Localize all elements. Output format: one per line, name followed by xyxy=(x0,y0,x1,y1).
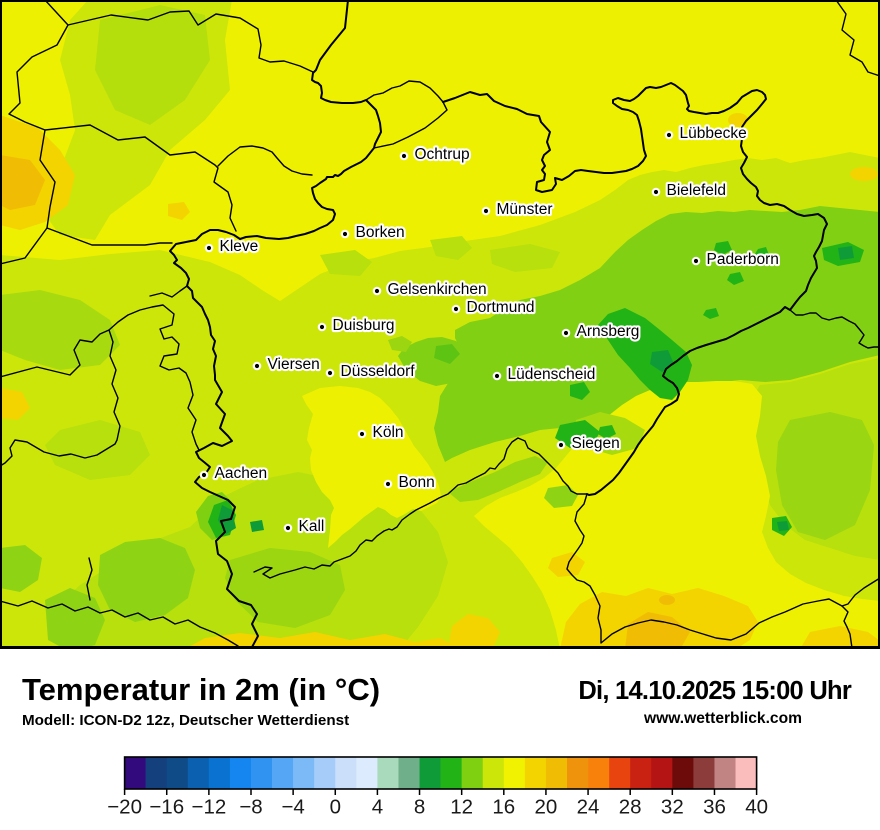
svg-text:−20: −20 xyxy=(107,796,142,819)
svg-text:36: 36 xyxy=(703,796,726,819)
svg-text:Kleve: Kleve xyxy=(220,238,259,255)
svg-text:Arnsberg: Arnsberg xyxy=(577,323,640,340)
svg-text:Duisburg: Duisburg xyxy=(333,317,395,334)
svg-text:www.wetterblick.com: www.wetterblick.com xyxy=(643,710,802,727)
svg-text:32: 32 xyxy=(661,796,684,819)
svg-text:−12: −12 xyxy=(191,796,226,819)
svg-text:Modell: ICON-D2 12z, Deutscher: Modell: ICON-D2 12z, Deutscher Wetterdie… xyxy=(22,712,349,729)
svg-text:40: 40 xyxy=(745,796,768,819)
svg-text:Köln: Köln xyxy=(373,424,404,441)
svg-text:Borken: Borken xyxy=(356,224,405,241)
svg-text:20: 20 xyxy=(535,796,558,819)
svg-text:16: 16 xyxy=(492,796,515,819)
svg-text:Kall: Kall xyxy=(299,518,325,535)
svg-text:Aachen: Aachen xyxy=(215,465,268,482)
svg-text:−16: −16 xyxy=(149,796,184,819)
svg-text:8: 8 xyxy=(414,796,425,819)
svg-text:Temperatur in 2m (in °C): Temperatur in 2m (in °C) xyxy=(22,672,380,707)
svg-text:Gelsenkirchen: Gelsenkirchen xyxy=(388,281,487,298)
svg-text:Di, 14.10.2025 15:00 Uhr: Di, 14.10.2025 15:00 Uhr xyxy=(578,677,851,705)
svg-text:−4: −4 xyxy=(281,796,304,819)
svg-text:12: 12 xyxy=(450,796,473,819)
svg-text:Viersen: Viersen xyxy=(268,356,320,373)
svg-text:Bonn: Bonn xyxy=(399,474,435,491)
svg-text:Bielefeld: Bielefeld xyxy=(667,182,726,199)
svg-text:Siegen: Siegen xyxy=(572,435,620,452)
svg-text:24: 24 xyxy=(577,796,600,819)
svg-text:Lübbecke: Lübbecke xyxy=(680,125,747,142)
svg-text:Ochtrup: Ochtrup xyxy=(415,146,470,163)
svg-text:28: 28 xyxy=(619,796,642,819)
svg-text:Münster: Münster xyxy=(497,201,553,218)
svg-text:4: 4 xyxy=(372,796,383,819)
svg-text:Paderborn: Paderborn xyxy=(707,251,779,268)
svg-text:0: 0 xyxy=(330,796,341,819)
svg-text:Dortmund: Dortmund xyxy=(467,299,535,316)
svg-text:Lüdenscheid: Lüdenscheid xyxy=(508,366,596,383)
svg-text:−8: −8 xyxy=(239,796,262,819)
svg-text:Düsseldorf: Düsseldorf xyxy=(341,363,416,380)
